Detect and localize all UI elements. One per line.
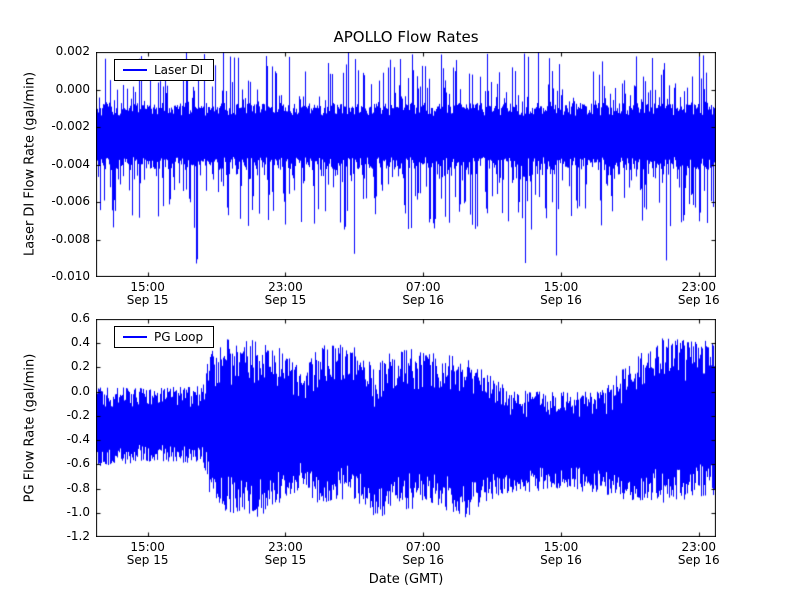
laser-di-axes: Laser DI <box>96 52 716 277</box>
y-tick-label: -0.006 <box>51 194 90 208</box>
y-tick-label: 0.4 <box>70 335 90 350</box>
laser-di-legend: Laser DI <box>114 59 215 81</box>
y-tick-label: -0.004 <box>51 156 90 171</box>
y-tick-label: 0.002 <box>55 44 90 58</box>
y-tick-label: -0.002 <box>51 119 90 133</box>
x-axis-title: Date (GMT) <box>368 572 444 587</box>
x-tick-date-label: Sep 15 <box>126 293 169 307</box>
y-tick-label: -0.010 <box>51 269 90 283</box>
y-tick-label: -1.2 <box>66 529 90 543</box>
y-tick-label: -0.4 <box>66 432 90 447</box>
pg-loop-axes: PG Loop <box>96 319 716 537</box>
y-tick-label: -0.008 <box>51 231 90 246</box>
x-tick-date-label: Sep 16 <box>540 553 582 567</box>
y-tick-label: -1.0 <box>66 504 90 519</box>
x-tick-date-label: Sep 16 <box>677 293 720 307</box>
y-tick-label: 0.6 <box>70 311 90 325</box>
pg-loop-y-axis-title: PG Flow Rate (gal/min) <box>22 353 38 503</box>
y-tick-label: 0.2 <box>70 359 90 374</box>
y-tick-label: -0.8 <box>66 480 90 495</box>
x-tick-label: 23:00 Sep 15 <box>245 541 325 567</box>
x-tick-label: 23:00 Sep 15 <box>245 281 325 307</box>
pg-loop-plot-canvas <box>96 319 716 537</box>
x-tick-label: 23:00 Sep 16 <box>659 541 739 567</box>
chart-title: APOLLO Flow Rates <box>333 28 479 46</box>
x-tick-date-label: Sep 16 <box>677 553 720 567</box>
laser-di-plot-canvas <box>96 52 716 277</box>
y-tick-label: 0.0 <box>70 383 90 398</box>
y-tick-label: -0.6 <box>66 456 90 471</box>
x-tick-label: 15:00 Sep 15 <box>108 541 188 567</box>
x-tick-date-label: Sep 16 <box>540 293 582 307</box>
x-tick-date-label: Sep 15 <box>126 553 169 567</box>
x-tick-label: 07:00 Sep 16 <box>383 541 463 567</box>
pg-loop-legend: PG Loop <box>114 326 215 348</box>
x-tick-label: 15:00 Sep 16 <box>521 281 601 307</box>
legend-label: PG Loop <box>154 330 204 344</box>
legend-label: Laser DI <box>154 63 204 77</box>
x-tick-date-label: Sep 15 <box>264 553 307 567</box>
x-tick-date-label: Sep 15 <box>264 293 307 307</box>
x-tick-label: 23:00 Sep 16 <box>659 281 739 307</box>
x-tick-date-label: Sep 16 <box>402 553 445 567</box>
y-tick-label: 0.000 <box>55 81 90 96</box>
legend-line-sample <box>123 69 147 71</box>
y-tick-label: -0.2 <box>66 407 90 422</box>
x-tick-label: 07:00 Sep 16 <box>383 281 463 307</box>
legend-line-sample <box>123 336 147 338</box>
x-tick-label: 15:00 Sep 16 <box>521 541 601 567</box>
x-tick-date-label: Sep 16 <box>402 293 445 307</box>
x-tick-label: 15:00 Sep 15 <box>108 281 188 307</box>
